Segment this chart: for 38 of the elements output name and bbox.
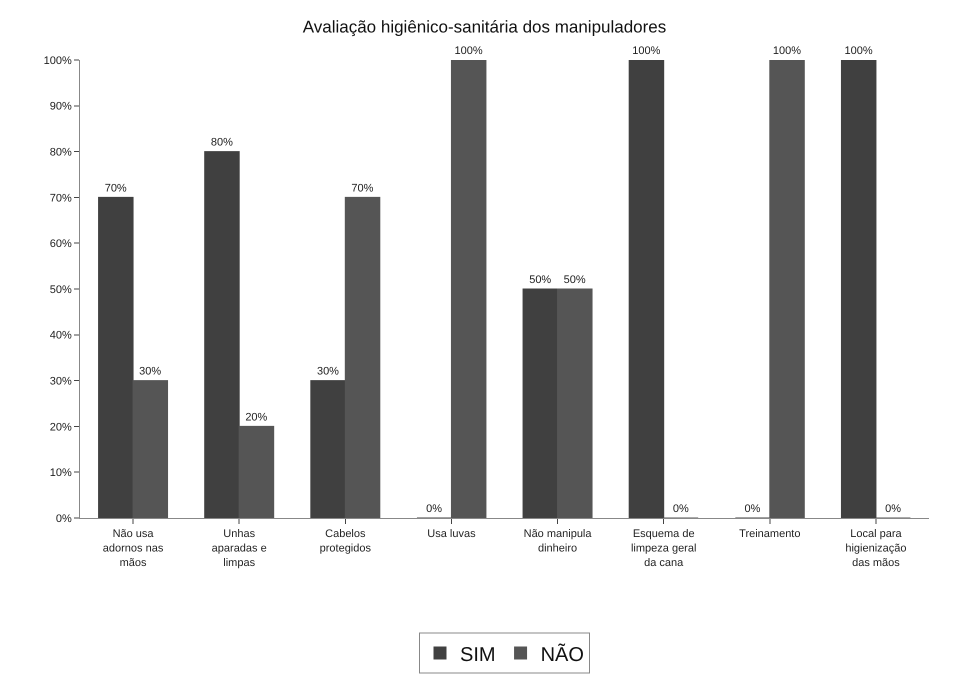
data-label: 80% xyxy=(210,136,234,149)
chart-title: Avaliação higiênico-sanitária dos manipuladores xyxy=(302,17,666,36)
y-tick-label: 90% xyxy=(50,100,72,113)
y-tick-label: 60% xyxy=(50,238,72,250)
data-label: 0% xyxy=(672,503,689,515)
data-label: 100% xyxy=(772,45,802,57)
x-tick-label: Esquema de limpeza geral da cana xyxy=(630,528,696,569)
y-tick-label: 100% xyxy=(44,54,72,67)
y-tick-label: 30% xyxy=(50,375,72,388)
y-tick-label: 0% xyxy=(56,512,72,525)
data-label: 70% xyxy=(104,182,127,194)
y-tick-label: 50% xyxy=(50,284,72,296)
y-tick-label: 10% xyxy=(50,467,72,480)
data-label: 100% xyxy=(454,45,483,57)
x-tick-label: Unhas aparadas e limpas xyxy=(212,528,267,569)
x-tick-label: Não usa adornos nas mãos xyxy=(102,528,164,569)
x-tick-label: Cabelos protegidos xyxy=(320,528,372,554)
data-label: 70% xyxy=(351,182,374,194)
data-label: 30% xyxy=(316,366,340,378)
legend-label: NÃO xyxy=(540,642,584,666)
data-label: 100% xyxy=(632,45,661,57)
data-label: 0% xyxy=(426,503,442,515)
x-tick-label: Usa luvas xyxy=(427,528,476,540)
x-tick-label: Local para higienização das mãos xyxy=(845,528,907,569)
legend-label: SIM xyxy=(460,644,496,666)
data-label: 20% xyxy=(245,411,268,424)
y-tick-label: 70% xyxy=(50,192,72,204)
x-tick-label: Treinamento xyxy=(739,528,800,540)
y-tick-label: 20% xyxy=(50,421,72,434)
y-tick-label: 80% xyxy=(50,146,72,158)
data-label: 0% xyxy=(744,503,761,515)
x-tick-label: Não manipula dinheiro xyxy=(524,528,592,554)
data-label: 50% xyxy=(564,274,586,286)
y-tick-label: 40% xyxy=(50,330,72,342)
data-label: 0% xyxy=(885,503,902,515)
data-label: 30% xyxy=(139,366,162,378)
data-label: 50% xyxy=(529,274,552,286)
data-label: 100% xyxy=(844,45,873,57)
